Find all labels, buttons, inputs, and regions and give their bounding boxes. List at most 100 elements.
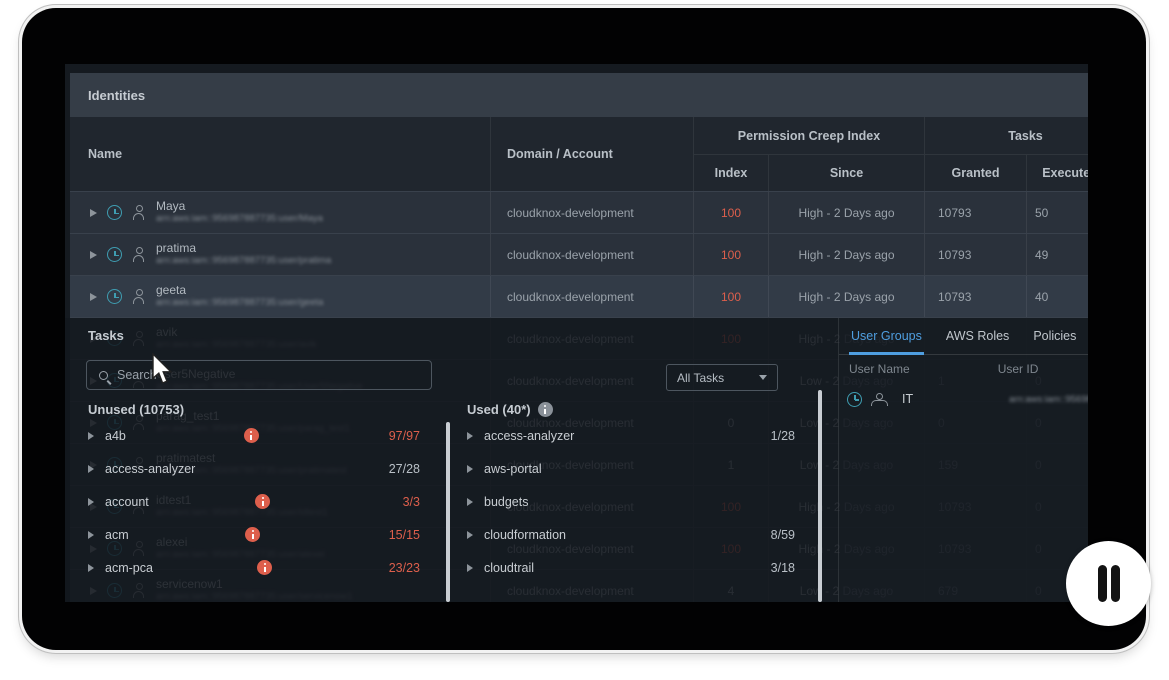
col-user-name: User Name	[849, 362, 910, 376]
alert-info-icon	[245, 527, 261, 542]
tasks-filter-dropdown[interactable]: All Tasks	[666, 364, 778, 391]
expand-triangle-icon[interactable]	[467, 431, 473, 440]
list-item[interactable]: cloudformation 8/59	[467, 518, 795, 551]
cell-index: 100	[693, 276, 768, 317]
list-item[interactable]: aws-portal	[467, 452, 795, 485]
col-header-since: Since	[768, 155, 924, 191]
cell-executed: 50	[1026, 192, 1088, 233]
task-label: cloudformation	[484, 527, 566, 542]
pause-icon	[1111, 565, 1120, 602]
col-group-permission-creep-index: Permission Creep Index	[693, 117, 924, 155]
expand-triangle-icon[interactable]	[88, 431, 94, 440]
table-row-selected[interactable]: geeta arn:aws:iam::956987887735:user/geet…	[70, 275, 1088, 317]
clock-icon	[107, 289, 122, 304]
task-label: account	[105, 494, 149, 509]
col-header-granted: Granted	[924, 155, 1026, 191]
cell-granted: 10793	[924, 192, 1026, 233]
task-count: 3/18	[770, 560, 795, 575]
cell-since: High - 2 Days ago	[768, 234, 924, 275]
cell-granted: 10793	[924, 276, 1026, 317]
col-header-executed[interactable]: Executed	[1026, 155, 1088, 191]
cell-domain: cloudknox-development	[490, 234, 693, 275]
tab-user-groups[interactable]: User Groups	[849, 318, 924, 355]
table-header: Name Domain / Account Permission Creep I…	[70, 117, 1088, 191]
expand-triangle-icon[interactable]	[88, 563, 94, 572]
cell-since: High - 2 Days ago	[768, 276, 924, 317]
search-icon	[99, 370, 108, 380]
table-row[interactable]: pratima arn:aws:iam::956987887735:user/pr…	[70, 233, 1088, 275]
expand-triangle-icon[interactable]	[88, 530, 94, 539]
used-task-list: access-analyzer 1/28 aws-portal budgets c…	[467, 419, 795, 584]
list-item[interactable]: acm 15/15	[88, 518, 420, 551]
user-icon	[132, 246, 146, 263]
task-count: 23/23	[388, 560, 420, 575]
list-item[interactable]: access-analyzer 27/28	[88, 452, 420, 485]
list-item[interactable]: acm-pca 23/23	[88, 551, 420, 584]
used-header: Used (40*)	[467, 402, 553, 417]
task-label: aws-portal	[484, 461, 542, 476]
search-input[interactable]	[117, 368, 387, 382]
tab-aws-roles[interactable]: AWS Roles	[945, 329, 1010, 343]
membership-columns: User Name User ID	[839, 362, 1088, 376]
task-label: access-analyzer	[105, 461, 196, 476]
membership-tabs: User Groups AWS Roles Policies	[839, 318, 1088, 355]
clock-icon	[107, 247, 122, 262]
group-user-id: arn:aws:iam::9569878877	[1009, 393, 1088, 405]
identity-arn: arn:aws:iam::956987887735:user/pratima	[156, 254, 332, 266]
task-label: budgets	[484, 494, 529, 509]
user-icon	[132, 204, 146, 221]
cell-executed: 40	[1026, 276, 1088, 317]
expand-triangle-icon[interactable]	[90, 250, 97, 259]
alert-info-icon	[243, 428, 259, 443]
mouse-cursor	[152, 353, 173, 384]
task-label: a4b	[105, 428, 126, 443]
cell-index: 100	[693, 234, 768, 275]
cell-domain: cloudknox-development	[490, 192, 693, 233]
table-row[interactable]: Maya arn:aws:iam::956987887735:user/Maya …	[70, 191, 1088, 233]
cell-granted: 10793	[924, 234, 1026, 275]
task-count: 97/97	[388, 428, 420, 443]
unused-list-scrollbar[interactable]	[446, 422, 450, 602]
expand-triangle-icon[interactable]	[90, 208, 97, 217]
list-item[interactable]: a4b 97/97	[88, 419, 420, 452]
tab-policies[interactable]: Policies	[1033, 329, 1077, 343]
used-list-scrollbar[interactable]	[818, 390, 822, 602]
list-item[interactable]: access-analyzer 1/28	[467, 419, 795, 452]
unused-header: Unused (10753)	[88, 402, 185, 417]
user-icon	[132, 288, 146, 305]
task-label: cloudtrail	[484, 560, 535, 575]
identity-arn: arn:aws:iam::956987887735:user/Maya	[156, 212, 323, 224]
expand-triangle-icon[interactable]	[90, 292, 97, 301]
pause-button[interactable]	[1066, 541, 1151, 626]
task-label: access-analyzer	[484, 428, 575, 443]
list-item[interactable]: budgets	[467, 485, 795, 518]
identity-name: pratima	[156, 241, 197, 256]
expand-triangle-icon[interactable]	[88, 464, 94, 473]
list-item[interactable]: cloudtrail 3/18	[467, 551, 795, 584]
identity-name: geeta	[156, 283, 187, 298]
cell-executed: 49	[1026, 234, 1088, 275]
app-screen: Identities Name Domain / Account Permiss…	[65, 64, 1088, 602]
col-group-tasks: Tasks	[924, 117, 1088, 155]
identity-arn: arn:aws:iam::956987887735:user/geeta	[156, 296, 324, 308]
tasks-search[interactable]	[86, 360, 432, 390]
caret-down-icon	[759, 375, 767, 380]
col-header-name: Name	[88, 147, 123, 161]
group-name: IT	[902, 392, 914, 406]
task-count: 8/59	[770, 527, 795, 542]
list-item[interactable]: account 3/3	[88, 485, 420, 518]
task-count: 3/3	[402, 494, 420, 509]
alert-info-icon	[255, 494, 271, 509]
task-count: 27/28	[388, 461, 420, 476]
cell-domain: cloudknox-development	[490, 276, 693, 317]
tablet-frame: Identities Name Domain / Account Permiss…	[22, 8, 1146, 650]
expand-triangle-icon[interactable]	[467, 464, 473, 473]
expand-triangle-icon[interactable]	[467, 563, 473, 572]
tasks-detail-overlay: Tasks All Tasks Unused (10753) Used (40*…	[65, 318, 1088, 602]
expand-triangle-icon[interactable]	[88, 497, 94, 506]
info-icon	[537, 402, 553, 417]
group-row[interactable]: IT arn:aws:iam::9569878877	[839, 384, 1088, 414]
expand-triangle-icon[interactable]	[467, 530, 473, 539]
user-group-icon	[870, 392, 890, 406]
expand-triangle-icon[interactable]	[467, 497, 473, 506]
